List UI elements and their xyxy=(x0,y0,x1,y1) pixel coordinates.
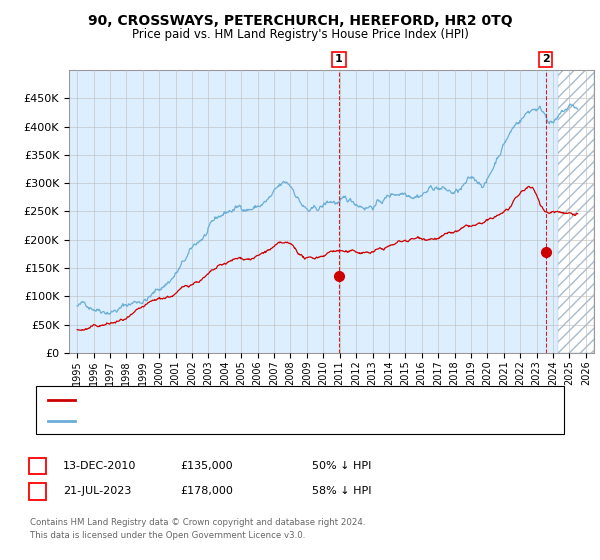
Text: 50% ↓ HPI: 50% ↓ HPI xyxy=(312,461,371,471)
Text: 21-JUL-2023: 21-JUL-2023 xyxy=(63,486,131,496)
Text: 13-DEC-2010: 13-DEC-2010 xyxy=(63,461,136,471)
Text: 90, CROSSWAYS, PETERCHURCH, HEREFORD, HR2 0TQ: 90, CROSSWAYS, PETERCHURCH, HEREFORD, HR… xyxy=(88,14,512,28)
Text: 1: 1 xyxy=(34,461,41,471)
Text: 58% ↓ HPI: 58% ↓ HPI xyxy=(312,486,371,496)
Text: 90, CROSSWAYS, PETERCHURCH, HEREFORD, HR2 0TQ (detached house): 90, CROSSWAYS, PETERCHURCH, HEREFORD, HR… xyxy=(81,395,443,405)
Text: 1: 1 xyxy=(335,54,343,64)
Text: 2: 2 xyxy=(34,486,41,496)
Text: 2: 2 xyxy=(542,54,550,64)
Text: HPI: Average price, detached house, Herefordshire: HPI: Average price, detached house, Here… xyxy=(81,416,334,426)
Text: £178,000: £178,000 xyxy=(180,486,233,496)
Text: Price paid vs. HM Land Registry's House Price Index (HPI): Price paid vs. HM Land Registry's House … xyxy=(131,28,469,41)
Text: Contains HM Land Registry data © Crown copyright and database right 2024.
This d: Contains HM Land Registry data © Crown c… xyxy=(30,518,365,539)
Text: £135,000: £135,000 xyxy=(180,461,233,471)
